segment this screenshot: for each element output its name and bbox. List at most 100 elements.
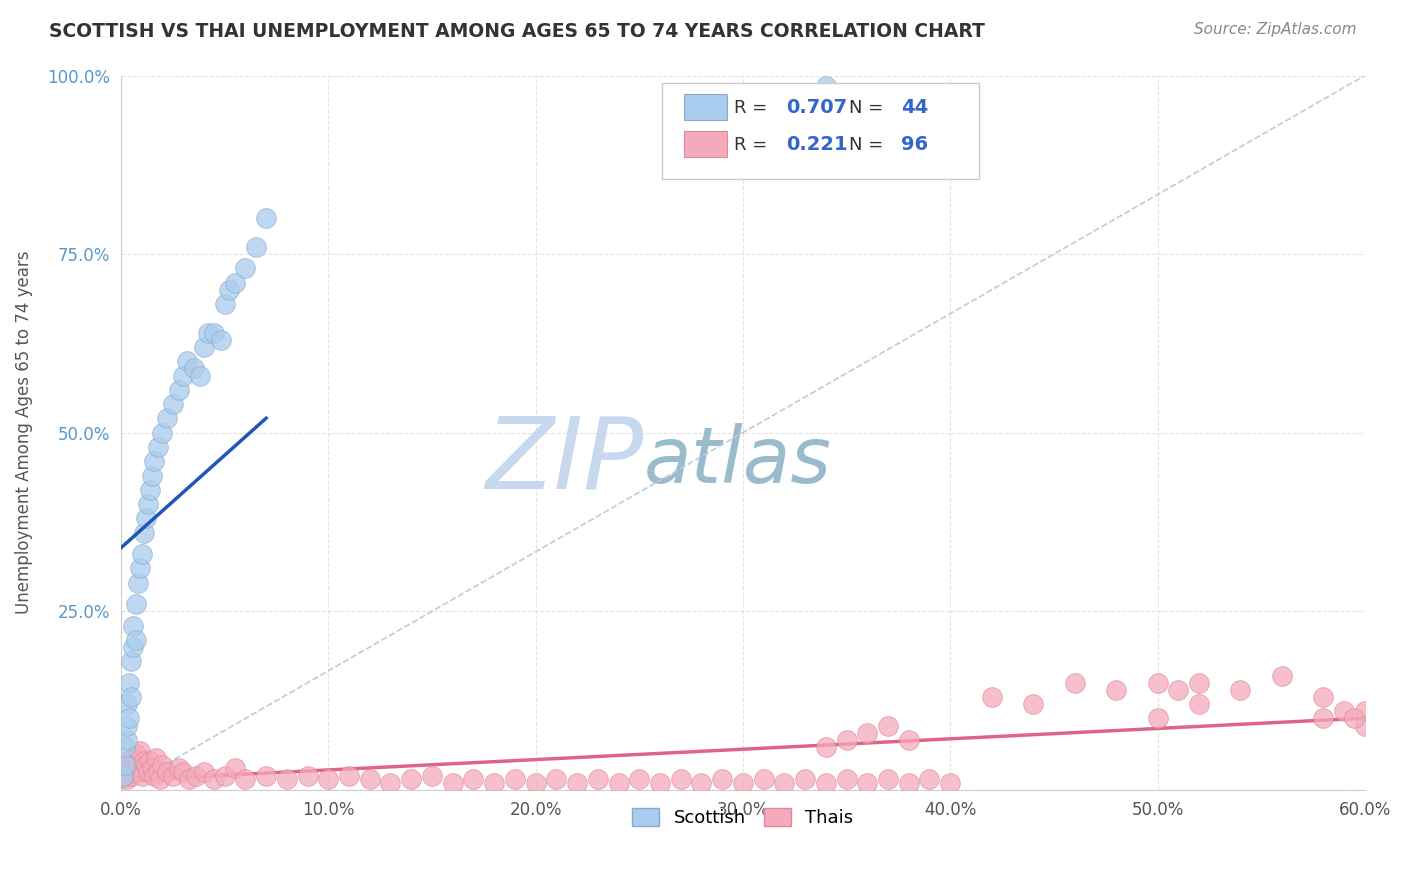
FancyBboxPatch shape [685,131,727,157]
Point [149,772,172,787]
Point [183,361,205,376]
Point [897,732,920,747]
Point [115,697,138,711]
Point [114,758,136,772]
Point [188,368,211,383]
Point [835,732,858,747]
Point [669,772,692,787]
Point [856,725,879,739]
Point [118,711,141,725]
Point [980,690,1002,704]
Text: 96: 96 [901,136,928,154]
Point [118,758,141,772]
Point [814,79,837,94]
Point [131,769,153,783]
Point [202,772,225,787]
Point [359,772,381,787]
Point [124,597,146,611]
Point [297,769,319,783]
Point [115,718,138,732]
Point [441,776,464,790]
Point [565,776,588,790]
Text: Source: ZipAtlas.com: Source: ZipAtlas.com [1194,22,1357,37]
Point [179,772,201,787]
Point [245,240,267,254]
Text: N =: N = [849,136,889,153]
Point [162,397,184,411]
Point [135,758,157,772]
Point [120,654,142,668]
Point [524,776,547,790]
Point [877,718,900,732]
Point [1312,690,1334,704]
Point [120,690,142,704]
Point [897,776,920,790]
Point [752,772,775,787]
Point [794,772,817,787]
Point [167,762,190,776]
Point [139,755,162,769]
Point [224,762,246,776]
Point [1188,675,1211,690]
FancyBboxPatch shape [685,94,727,120]
Point [235,772,257,787]
Point [690,776,713,790]
Point [224,276,246,290]
Point [1343,711,1365,725]
Point [1333,704,1355,718]
Point [122,618,145,632]
Text: R =: R = [734,136,773,153]
Point [1188,697,1211,711]
Point [118,765,141,780]
Point [254,769,277,783]
Point [124,762,146,776]
Point [711,772,734,787]
Point [503,772,526,787]
Point [148,440,170,454]
Point [918,772,941,787]
Text: 0.221: 0.221 [786,136,848,154]
Point [731,776,754,790]
Point [122,751,145,765]
Point [127,755,149,769]
Point [773,90,796,104]
Point [112,765,135,780]
Point [235,261,257,276]
Text: N =: N = [849,99,889,117]
Point [877,772,900,787]
Point [141,468,163,483]
Point [148,765,170,780]
Point [120,769,142,783]
Point [193,340,215,354]
Point [118,675,141,690]
Point [162,769,184,783]
Point [856,776,879,790]
Point [114,769,136,783]
Point [115,755,138,769]
FancyBboxPatch shape [662,83,979,179]
Point [128,765,150,780]
Point [124,632,146,647]
Point [114,740,136,755]
Point [145,751,167,765]
Point [172,368,194,383]
Point [202,326,225,340]
Point [184,769,207,783]
Point [1271,668,1294,682]
Point [143,769,166,783]
Point [209,333,232,347]
Point [628,772,651,787]
Point [218,283,240,297]
Text: 0.707: 0.707 [786,98,848,117]
Point [546,772,568,787]
Point [176,354,198,368]
Point [1354,718,1376,732]
Point [112,769,135,783]
Point [167,383,190,397]
Point [155,765,177,780]
Point [128,561,150,575]
Legend: Scottish, Thais: Scottish, Thais [626,801,860,835]
Point [607,776,630,790]
Text: R =: R = [734,99,773,117]
Text: ZIP: ZIP [485,413,644,510]
